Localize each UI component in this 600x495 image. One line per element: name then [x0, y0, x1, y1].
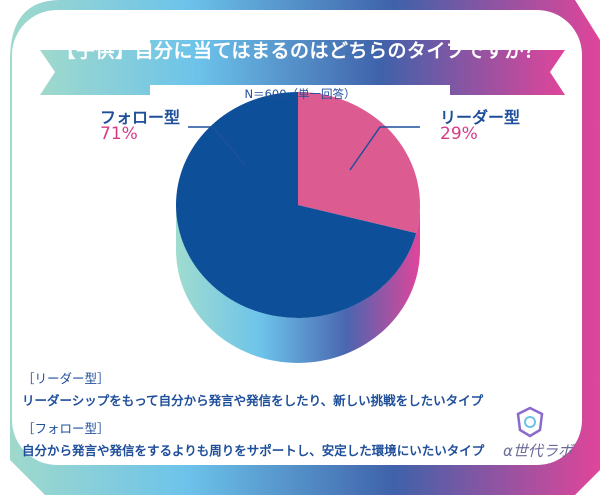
- pie-slice-1: [175, 92, 417, 318]
- value-leader: 29%: [440, 124, 478, 144]
- desc-leader-text: リーダーシップをもって自分から発言や発信をしたり、新しい挑戦をしたいタイプ: [22, 393, 484, 408]
- pie-chart: [175, 92, 420, 363]
- chart-title: 【子供】自分に当てはまるのはどちらのタイプですか？: [56, 40, 544, 62]
- desc-follow-text: 自分から発言や発信をするよりも周りをサポートし、安定した環境にいたいタイプ: [22, 443, 485, 458]
- pie-slice-0: [298, 92, 420, 234]
- logo-text: α世代ラボ: [503, 442, 573, 460]
- logo-icon: [516, 406, 544, 438]
- leader-line-leader: [349, 126, 420, 171]
- label-leader: リーダー型: [440, 108, 521, 127]
- pie-side: [176, 205, 420, 363]
- desc-leader-heading: ［リーダー型］: [22, 371, 110, 386]
- value-follow: 71%: [100, 124, 138, 144]
- leader-line-follow: [188, 126, 246, 166]
- label-follow: フォロー型: [100, 108, 181, 127]
- desc-follow-heading: ［フォロー型］: [22, 421, 110, 436]
- title-ribbon: [40, 40, 565, 95]
- chart-subtitle: N＝600（単一回答）: [244, 87, 356, 101]
